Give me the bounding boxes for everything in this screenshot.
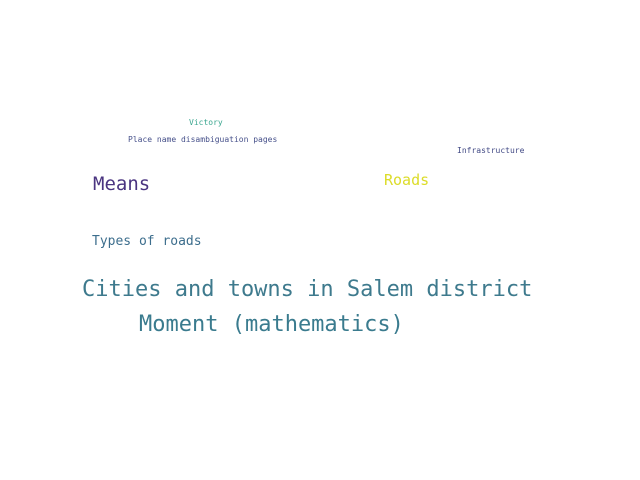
word-place-name-disambiguation-pages: Place name disambiguation pages <box>128 135 278 144</box>
word-means: Means <box>93 173 151 195</box>
word-cities-and-towns-in-salem-district: Cities and towns in Salem district <box>82 277 533 302</box>
word-moment-mathematics: Moment (mathematics) <box>139 312 404 337</box>
word-victory: Victory <box>189 118 223 127</box>
word-roads: Roads <box>384 171 430 189</box>
word-types-of-roads: Types of roads <box>92 234 202 249</box>
word-infrastructure: Infrastructure <box>457 146 525 155</box>
